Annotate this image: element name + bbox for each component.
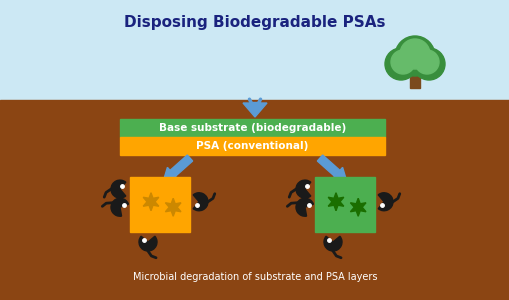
Polygon shape xyxy=(163,167,178,182)
Wedge shape xyxy=(295,198,313,216)
Text: Base substrate (biodegradable): Base substrate (biodegradable) xyxy=(159,123,346,133)
Circle shape xyxy=(414,50,438,74)
Polygon shape xyxy=(350,198,365,216)
Wedge shape xyxy=(111,198,128,216)
Bar xyxy=(130,177,190,232)
Bar xyxy=(249,102,260,105)
Polygon shape xyxy=(242,103,267,117)
Text: PSA (conventional): PSA (conventional) xyxy=(196,141,308,151)
Polygon shape xyxy=(331,167,346,182)
Circle shape xyxy=(390,50,414,74)
Bar xyxy=(315,177,374,232)
Polygon shape xyxy=(165,198,181,216)
Circle shape xyxy=(394,36,434,76)
Text: Microbial degradation of substrate and PSA layers: Microbial degradation of substrate and P… xyxy=(132,272,377,282)
Text: Disposing Biodegradable PSAs: Disposing Biodegradable PSAs xyxy=(124,15,385,30)
Bar xyxy=(120,119,384,137)
Circle shape xyxy=(384,48,416,80)
Wedge shape xyxy=(295,180,310,198)
Wedge shape xyxy=(111,180,126,198)
Circle shape xyxy=(399,39,429,69)
Wedge shape xyxy=(378,193,392,211)
Bar xyxy=(0,0,509,100)
Bar xyxy=(0,100,509,300)
Wedge shape xyxy=(139,236,157,251)
Polygon shape xyxy=(328,193,343,211)
Circle shape xyxy=(412,48,444,80)
Wedge shape xyxy=(323,236,342,251)
Bar xyxy=(409,66,419,88)
Wedge shape xyxy=(193,193,208,211)
Polygon shape xyxy=(317,155,340,176)
Polygon shape xyxy=(143,193,158,211)
Polygon shape xyxy=(169,155,192,176)
Bar xyxy=(120,137,384,155)
